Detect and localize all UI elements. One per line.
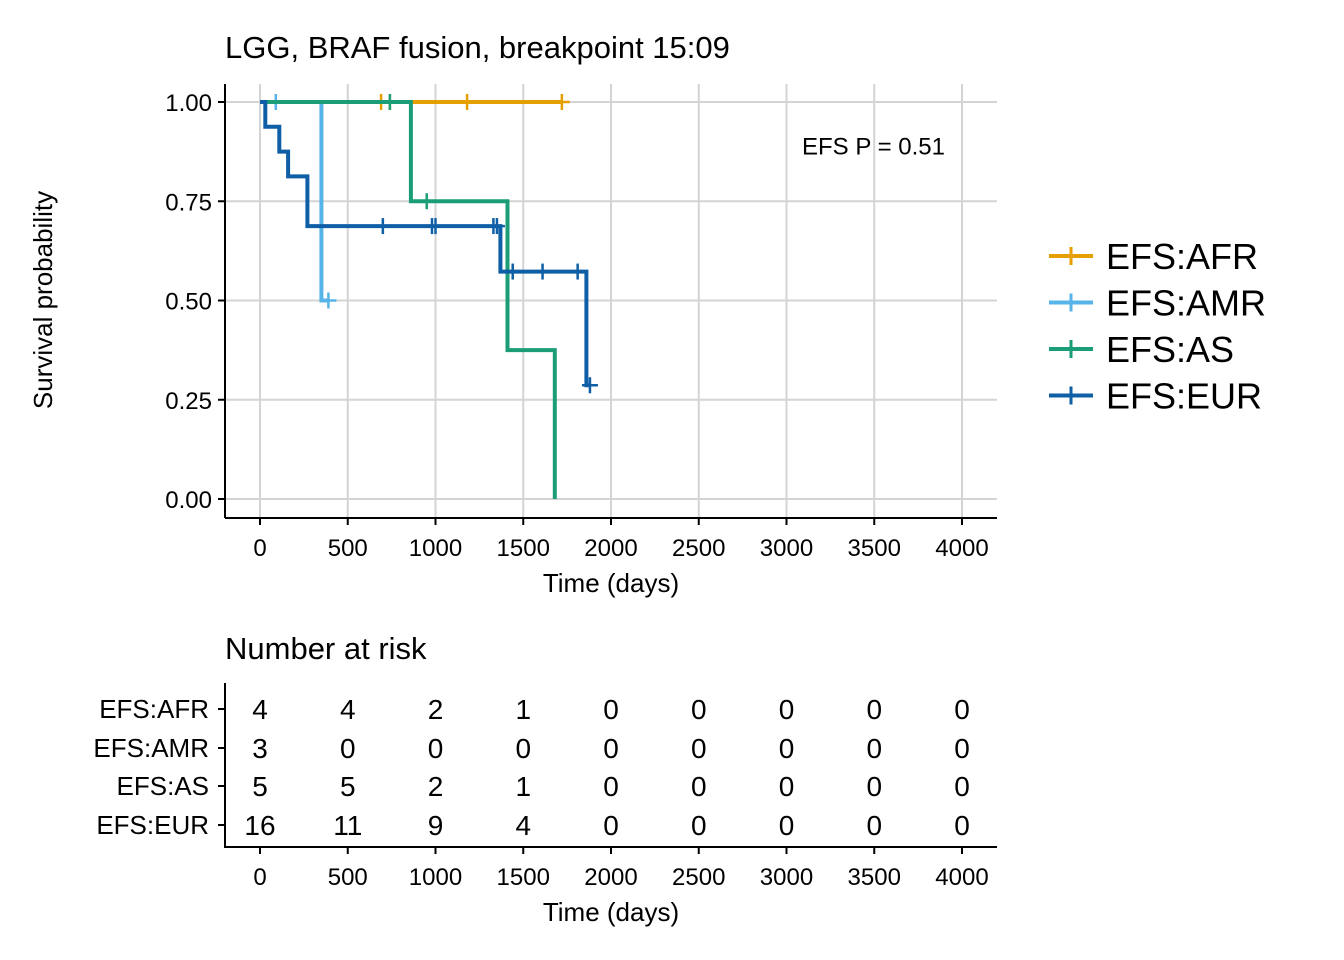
risk-count: 0 <box>691 694 707 725</box>
risk-x-tick-label: 2000 <box>584 864 637 891</box>
risk-x-tick-label: 2500 <box>672 864 725 891</box>
risk-count: 0 <box>779 771 795 802</box>
risk-count: 1 <box>515 694 531 725</box>
km-series-lines <box>260 94 598 499</box>
km-y-tick-label: 1.00 <box>165 90 212 117</box>
risk-count: 5 <box>252 771 268 802</box>
risk-count: 0 <box>779 694 795 725</box>
legend-item: EFS:EUR <box>1049 376 1262 417</box>
legend-label: EFS:AMR <box>1106 283 1266 324</box>
censor-mark <box>459 94 476 110</box>
risk-x-tick-label: 4000 <box>935 864 988 891</box>
censor-mark <box>381 94 398 110</box>
risk-count: 2 <box>428 694 444 725</box>
censor-mark <box>581 377 598 394</box>
risk-count: 0 <box>428 733 444 764</box>
risk-count: 4 <box>340 694 356 725</box>
risk-count: 11 <box>333 810 362 841</box>
risk-count: 0 <box>954 733 970 764</box>
censor-mark <box>374 218 391 235</box>
risk-count: 0 <box>866 694 882 725</box>
risk-count: 0 <box>954 771 970 802</box>
risk-row-label: EFS:AFR <box>99 694 209 724</box>
km-y-tick-label: 0.50 <box>165 289 212 316</box>
risk-x-tick-label: 500 <box>328 864 368 891</box>
km-x-tick-label: 3000 <box>760 535 813 562</box>
km-gridlines <box>225 84 997 517</box>
km-x-tick-label: 1500 <box>497 535 550 562</box>
km-y-tick-label: 0.25 <box>165 388 212 415</box>
km-x-tick-label: 4000 <box>935 535 988 562</box>
risk-count: 0 <box>866 810 882 841</box>
risk-count: 0 <box>340 733 356 764</box>
series-line-efsas <box>260 100 557 499</box>
km-x-tick-label: 0 <box>253 535 266 562</box>
risk-count: 0 <box>691 771 707 802</box>
km-x-tick-label: 2000 <box>584 535 637 562</box>
legend-label: EFS:EUR <box>1106 376 1262 417</box>
km-y-axis-label: Survival probability <box>28 191 58 409</box>
risk-count: 0 <box>866 771 882 802</box>
risk-count: 0 <box>691 810 707 841</box>
chart-title: LGG, BRAF fusion, breakpoint 15:09 <box>225 30 730 65</box>
risk-axes: 0 500 1000 1500 2000 2500 3000 3500 4000 <box>224 683 997 891</box>
risk-count: 0 <box>954 694 970 725</box>
censor-mark <box>534 263 551 280</box>
legend-label: EFS:AS <box>1106 329 1234 370</box>
legend-item: EFS:AMR <box>1049 283 1266 324</box>
risk-row-label: EFS:AMR <box>93 733 209 763</box>
legend-item: EFS:AS <box>1049 329 1234 370</box>
risk-count: 9 <box>428 810 444 841</box>
risk-count: 4 <box>515 810 531 841</box>
risk-x-tick-label: 3500 <box>848 864 901 891</box>
censor-mark <box>553 94 570 110</box>
risk-count: 0 <box>954 810 970 841</box>
risk-row-label: EFS:AS <box>117 771 209 801</box>
risk-count: 0 <box>779 733 795 764</box>
risk-count: 16 <box>244 810 275 841</box>
legend-label: EFS:AFR <box>1106 236 1258 277</box>
risk-count: 0 <box>603 733 619 764</box>
risk-x-tick-label: 1500 <box>497 864 550 891</box>
censor-mark <box>427 218 444 235</box>
risk-count: 1 <box>515 771 531 802</box>
censor-mark <box>569 263 586 280</box>
risk-count: 3 <box>252 733 268 764</box>
km-y-tick-label: 0.75 <box>165 189 212 216</box>
censor-mark <box>504 263 521 280</box>
risk-count: 0 <box>603 810 619 841</box>
censor-mark <box>488 218 505 235</box>
risk-x-tick-label: 0 <box>253 864 266 891</box>
risk-x-axis-label: Time (days) <box>543 897 679 927</box>
km-y-tick-label: 0.00 <box>165 487 212 514</box>
risk-count: 4 <box>252 694 268 725</box>
risk-count: 0 <box>515 733 531 764</box>
risk-x-tick-label: 1000 <box>409 864 462 891</box>
risk-count: 0 <box>866 733 882 764</box>
legend-item: EFS:AFR <box>1049 236 1258 277</box>
censor-mark <box>320 292 337 309</box>
censor-mark <box>418 193 435 210</box>
km-x-axis-label: Time (days) <box>543 568 679 598</box>
risk-count: 5 <box>340 771 356 802</box>
p-value-annotation: EFS P = 0.51 <box>802 134 945 161</box>
km-x-tick-label: 1000 <box>409 535 462 562</box>
risk-count: 0 <box>779 810 795 841</box>
risk-x-tick-label: 3000 <box>760 864 813 891</box>
km-axes: 0 500 1000 1500 2000 2500 3000 3500 4000 0.00 0.25… <box>165 84 997 562</box>
km-x-tick-label: 3500 <box>848 535 901 562</box>
series-line-efseur <box>260 100 590 388</box>
risk-count: 0 <box>603 771 619 802</box>
risk-row-label: EFS:EUR <box>96 810 209 840</box>
risk-table: EFS:AFR 4 4 2 1 0 0 0 0 0 EFS:AMR 3 0 0 0 0 0 0 0 0 EFS:AS 5 5… <box>93 694 969 841</box>
risk-count: 0 <box>691 733 707 764</box>
risk-count: 2 <box>428 771 444 802</box>
km-x-tick-label: 500 <box>328 535 368 562</box>
legend: EFS:AFR EFS:AMR EFS:AS EFS:EUR <box>1049 236 1266 417</box>
risk-table-title: Number at risk <box>225 631 427 666</box>
km-x-tick-label: 2500 <box>672 535 725 562</box>
risk-count: 0 <box>603 694 619 725</box>
